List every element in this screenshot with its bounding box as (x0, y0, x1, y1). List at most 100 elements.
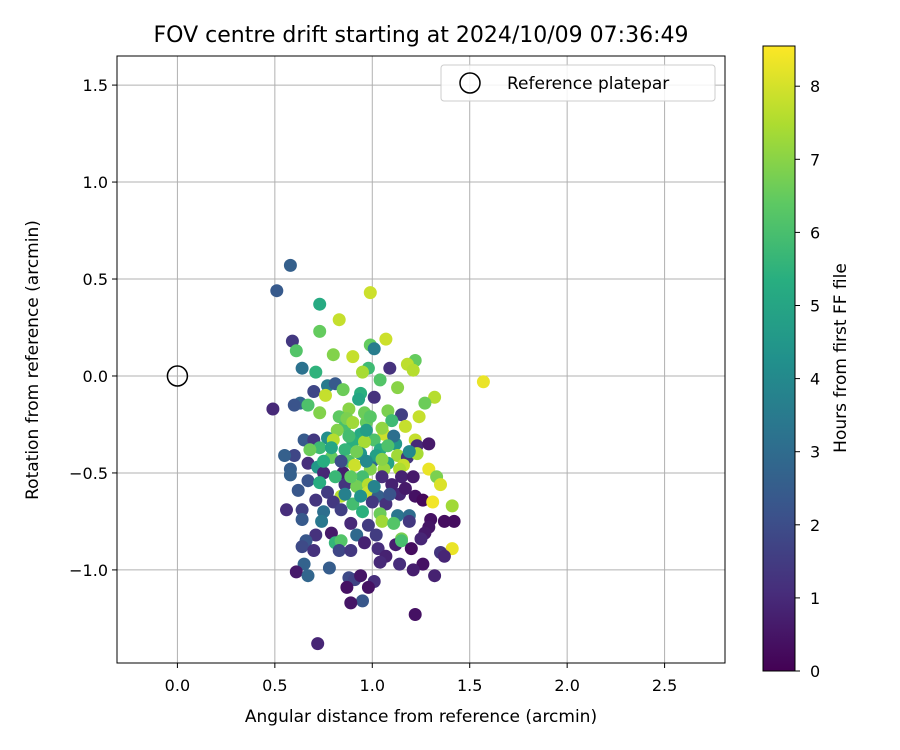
data-point (319, 388, 332, 402)
data-point (363, 286, 377, 300)
data-point (301, 474, 315, 488)
colorbar-tick-label: 8 (810, 77, 820, 96)
y-tick-label: −1.0 (69, 561, 108, 580)
data-point (369, 528, 383, 542)
data-point (354, 489, 368, 503)
y-tick-label: 1.0 (83, 173, 108, 192)
data-point (422, 437, 436, 451)
data-point (317, 454, 331, 468)
data-point (278, 449, 292, 462)
data-point (404, 542, 418, 556)
data-point (342, 429, 356, 443)
data-point (287, 449, 301, 462)
data-point (408, 608, 422, 621)
x-tick-label: 0.5 (262, 676, 287, 695)
data-point (344, 470, 358, 484)
data-point (340, 580, 354, 594)
data-point (361, 518, 375, 532)
reference-marker (166, 365, 189, 387)
y-axis-label: Rotation from reference (arcmin) (23, 220, 43, 500)
data-point (291, 483, 305, 497)
data-point (434, 478, 447, 492)
data-point (383, 487, 397, 501)
data-point (289, 565, 303, 579)
data-point (387, 429, 401, 443)
y-ticks: −1.0 −0.5 0.0 0.5 1.0 1.5 (69, 76, 117, 580)
data-point (311, 637, 325, 651)
data-point (307, 544, 321, 557)
data-point (398, 482, 412, 495)
data-point (391, 381, 405, 395)
data-point (321, 485, 334, 499)
data-point (328, 470, 342, 484)
data-point (295, 540, 309, 554)
data-point (402, 514, 416, 528)
data-point (373, 555, 387, 569)
data-point (322, 561, 336, 575)
legend-box (440, 64, 716, 102)
data-point (280, 503, 293, 517)
data-point (381, 439, 395, 453)
colorbar-gradient (762, 45, 796, 672)
data-point (336, 383, 350, 397)
colorbar-tick-label: 1 (810, 589, 820, 608)
legend-marker-circle (459, 72, 481, 94)
grid (117, 56, 725, 663)
colorbar-tick-label: 0 (810, 662, 820, 681)
data-point (358, 435, 371, 449)
data-point (301, 398, 315, 412)
x-ticks: 0.0 0.5 1.0 1.5 2.0 2.5 (165, 663, 677, 695)
data-point (344, 544, 358, 557)
x-tick-label: 2.0 (554, 676, 579, 695)
data-point (289, 344, 303, 358)
data-point (361, 580, 375, 594)
data-point (402, 445, 416, 459)
data-point (379, 332, 393, 346)
data-point (367, 433, 381, 447)
data-point (313, 406, 327, 420)
data-point (309, 365, 323, 379)
data-point (295, 361, 309, 375)
data-point (359, 423, 373, 437)
data-point (313, 324, 327, 338)
data-point (391, 449, 405, 462)
data-point (445, 499, 459, 513)
data-point (387, 516, 401, 530)
x-tick-label: 1.0 (360, 676, 385, 695)
x-tick-label: 0.0 (165, 676, 190, 695)
data-point (428, 569, 442, 583)
data-point (367, 480, 381, 493)
data-point (338, 487, 352, 501)
data-point (406, 363, 420, 377)
data-point (375, 421, 389, 435)
data-point (358, 536, 371, 550)
colorbar-tick-label: 5 (810, 297, 820, 316)
data-point (363, 410, 377, 424)
data-point (416, 557, 430, 571)
data-point (352, 392, 366, 406)
data-point (295, 513, 309, 526)
data-point (383, 361, 397, 375)
data-point (406, 470, 420, 484)
x-axis-label: Angular distance from reference (arcmin) (245, 707, 597, 727)
data-point (303, 443, 317, 457)
data-point (313, 476, 327, 490)
data-point (309, 493, 323, 507)
data-point (426, 495, 440, 509)
data-point (418, 396, 432, 410)
data-point (332, 313, 346, 327)
data-point (317, 505, 331, 519)
data-points (266, 258, 490, 651)
colorbar-tick-label: 2 (810, 516, 820, 535)
data-point (344, 516, 358, 530)
data-point (385, 478, 399, 492)
data-point (398, 419, 412, 433)
data-point (332, 544, 346, 557)
data-point (287, 398, 301, 412)
plot-frame (116, 55, 726, 664)
data-point (356, 505, 369, 519)
data-point (297, 433, 311, 447)
data-point (346, 350, 360, 364)
data-point (367, 342, 381, 356)
